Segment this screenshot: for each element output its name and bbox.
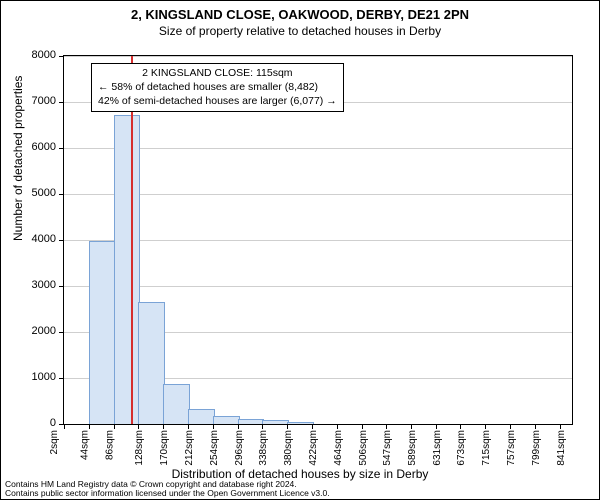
annotation-line1: 2 KINGSLAND CLOSE: 115sqm [98, 66, 337, 80]
annotation-line3: 42% of semi-detached houses are larger (… [98, 94, 337, 108]
gridline [64, 56, 572, 57]
histogram-bar [89, 241, 116, 424]
y-tick-label: 4000 [16, 233, 56, 245]
x-tick-label: 506sqm [358, 430, 369, 466]
x-tick-label: 464sqm [333, 430, 344, 466]
y-tick-label: 5000 [16, 187, 56, 199]
x-tick-label: 44sqm [79, 430, 90, 460]
histogram-bar [262, 420, 289, 424]
reference-annotation: 2 KINGSLAND CLOSE: 115sqm ← 58% of detac… [91, 63, 344, 112]
x-tick-label: 715sqm [481, 430, 492, 466]
x-tick-label: 422sqm [308, 430, 319, 466]
histogram-bar [114, 115, 141, 424]
histogram-bar [287, 422, 314, 424]
x-tick-label: 799sqm [531, 430, 542, 466]
x-tick-label: 841sqm [556, 430, 567, 466]
data-attribution: Contains HM Land Registry data © Crown c… [5, 480, 330, 498]
chart-title: 2, KINGSLAND CLOSE, OAKWOOD, DERBY, DE21… [1, 7, 599, 22]
y-tick-label: 0 [16, 417, 56, 429]
annotation-line2: ← 58% of detached houses are smaller (8,… [98, 80, 337, 94]
histogram-bar [213, 416, 240, 424]
footer-line2: Contains public sector information licen… [5, 489, 330, 498]
x-tick-label: 212sqm [184, 430, 195, 466]
y-tick-label: 7000 [16, 95, 56, 107]
histogram-bar [163, 384, 190, 424]
x-tick-label: 757sqm [506, 430, 517, 466]
x-tick-label: 631sqm [432, 430, 443, 466]
x-tick-label: 128sqm [135, 430, 146, 466]
x-tick-label: 380sqm [283, 430, 294, 466]
x-tick-label: 673sqm [456, 430, 467, 466]
x-tick-label: 296sqm [234, 430, 245, 466]
y-tick-label: 6000 [16, 141, 56, 153]
histogram-bar [138, 302, 165, 424]
chart-frame: 2, KINGSLAND CLOSE, OAKWOOD, DERBY, DE21… [0, 0, 600, 500]
y-tick-label: 1000 [16, 371, 56, 383]
y-tick-label: 2000 [16, 325, 56, 337]
x-tick-label: 338sqm [259, 430, 270, 466]
x-tick-label: 2sqm [49, 430, 60, 454]
x-tick-label: 170sqm [159, 430, 170, 466]
x-tick-label: 86sqm [104, 430, 115, 460]
histogram-bar [238, 419, 265, 424]
chart-subtitle: Size of property relative to detached ho… [1, 24, 599, 38]
y-tick-label: 3000 [16, 279, 56, 291]
y-tick-label: 8000 [16, 49, 56, 61]
x-tick-label: 254sqm [209, 430, 220, 466]
histogram-bar [188, 409, 215, 424]
x-tick-label: 589sqm [407, 430, 418, 466]
x-tick-label: 547sqm [382, 430, 393, 466]
